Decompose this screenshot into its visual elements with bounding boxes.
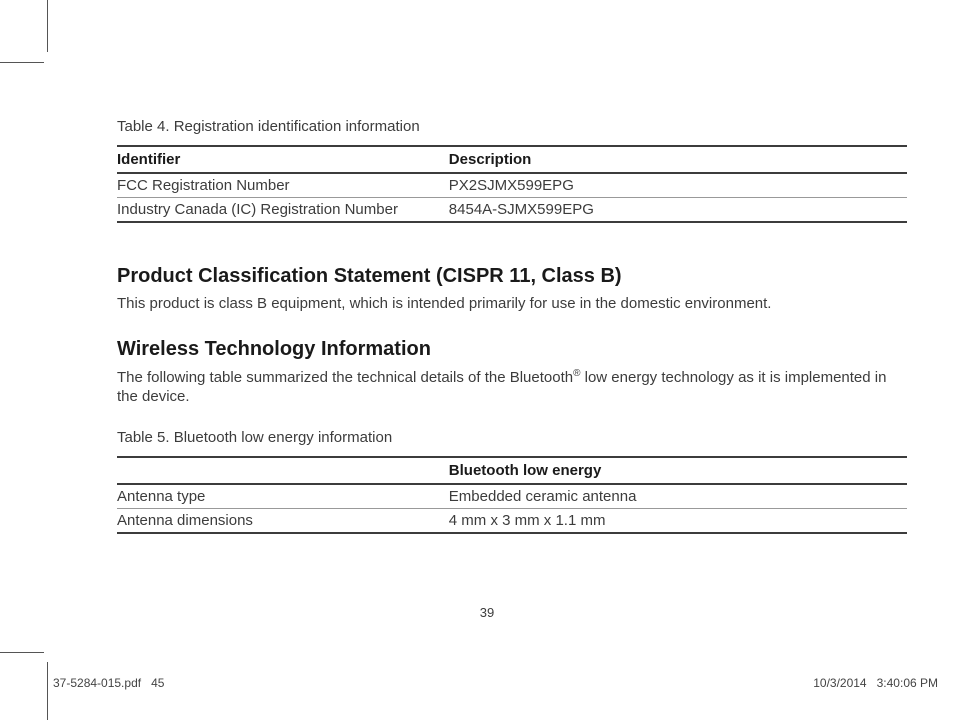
crop-mark [0,652,44,653]
section2-heading: Wireless Technology Information [117,338,907,361]
footer-time: 3:40:06 PM [877,676,938,690]
table4-header-description: Description [449,146,907,173]
table5-header-blank [117,457,449,484]
table4-r1c1: 8454A-SJMX599EPG [449,198,907,223]
section1-heading: Product Classification Statement (CISPR … [117,265,907,288]
table-row: Antenna dimensions 4 mm x 3 mm x 1.1 mm [117,508,907,533]
footer-file: 37-5284-015.pdf [53,676,141,690]
table5-caption: Table 5. Bluetooth low energy informatio… [117,429,907,446]
table4-r1c0: Industry Canada (IC) Registration Number [117,198,449,223]
crop-mark [47,0,48,52]
footer-left: 37-5284-015.pdf 45 [53,676,933,690]
table4-r0c1: PX2SJMX599EPG [449,173,907,198]
section2-body: The following table summarized the techn… [117,367,907,407]
table4: Identifier Description FCC Registration … [117,145,907,223]
table5-r1c0: Antenna dimensions [117,508,449,533]
section2-body-pre: The following table summarized the techn… [117,369,573,386]
section1-body: This product is class B equipment, which… [117,294,907,314]
crop-mark [47,662,48,720]
table-row: Antenna type Embedded ceramic antenna [117,484,907,509]
page-number: 39 [0,605,974,620]
table4-r0c0: FCC Registration Number [117,173,449,198]
footer-sheet: 45 [151,676,164,690]
table5-r0c0: Antenna type [117,484,449,509]
table5-r1c1: 4 mm x 3 mm x 1.1 mm [449,508,907,533]
footer-date: 10/3/2014 [813,676,866,690]
table5: Bluetooth low energy Antenna type Embedd… [117,456,907,534]
table5-header-ble: Bluetooth low energy [449,457,907,484]
table4-caption: Table 4. Registration identification inf… [117,118,907,135]
table-row: Industry Canada (IC) Registration Number… [117,198,907,223]
footer-right: 10/3/2014 3:40:06 PM [813,676,938,690]
table5-r0c1: Embedded ceramic antenna [449,484,907,509]
page-content: Table 4. Registration identification inf… [117,118,907,534]
table-row: FCC Registration Number PX2SJMX599EPG [117,173,907,198]
table4-header-identifier: Identifier [117,146,449,173]
crop-mark [0,62,44,63]
